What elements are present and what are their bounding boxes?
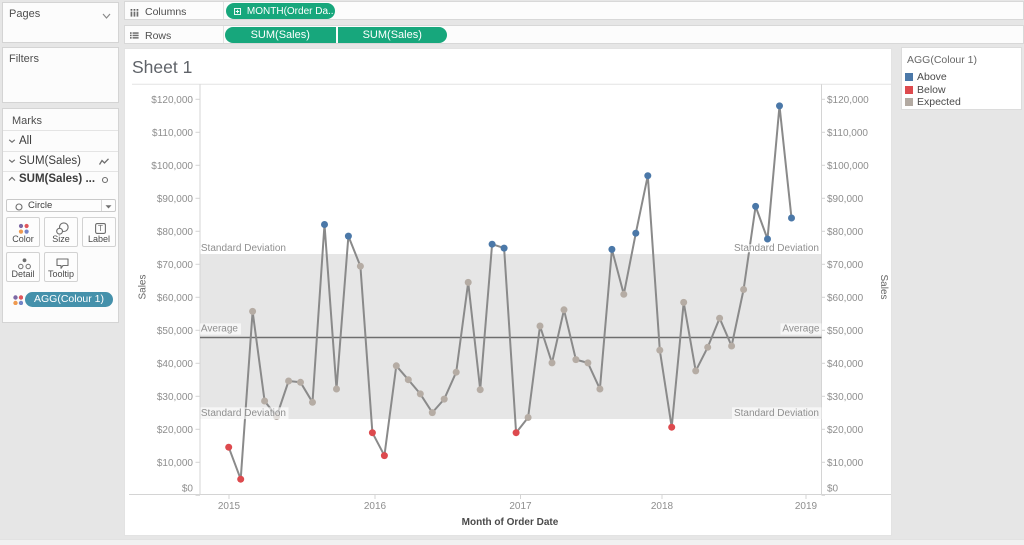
svg-text:2019: 2019: [795, 501, 818, 512]
svg-text:$0: $0: [182, 484, 194, 495]
svg-text:$70,000: $70,000: [827, 260, 864, 271]
svg-text:Standard Deviation: Standard Deviation: [201, 243, 286, 254]
svg-text:$40,000: $40,000: [157, 359, 194, 370]
svg-text:$50,000: $50,000: [157, 326, 194, 337]
svg-text:$90,000: $90,000: [827, 194, 864, 205]
svg-text:$20,000: $20,000: [157, 425, 194, 436]
svg-text:$0: $0: [827, 484, 839, 495]
svg-text:$30,000: $30,000: [157, 392, 194, 403]
svg-text:$60,000: $60,000: [157, 293, 194, 304]
svg-text:Sales: Sales: [878, 274, 889, 299]
svg-text:$50,000: $50,000: [827, 326, 864, 337]
svg-text:T: T: [98, 224, 103, 233]
svg-text:$120,000: $120,000: [151, 95, 193, 106]
svg-text:2018: 2018: [651, 501, 674, 512]
svg-text:$110,000: $110,000: [827, 128, 868, 139]
svg-text:Sales: Sales: [138, 274, 149, 299]
svg-text:Month of Order Date: Month of Order Date: [462, 517, 559, 528]
svg-text:$20,000: $20,000: [827, 425, 864, 436]
svg-text:$70,000: $70,000: [157, 260, 194, 271]
svg-text:Average: Average: [782, 324, 820, 335]
svg-text:$60,000: $60,000: [827, 293, 864, 304]
svg-text:Average: Average: [201, 324, 239, 335]
svg-text:Standard Deviation: Standard Deviation: [734, 243, 819, 254]
svg-text:Standard Deviation: Standard Deviation: [201, 408, 286, 419]
svg-text:2017: 2017: [509, 501, 532, 512]
svg-text:$100,000: $100,000: [827, 161, 869, 172]
svg-text:$80,000: $80,000: [827, 227, 864, 238]
svg-text:$10,000: $10,000: [827, 458, 864, 469]
svg-text:$90,000: $90,000: [157, 194, 194, 205]
svg-text:Standard Deviation: Standard Deviation: [734, 408, 819, 419]
svg-text:$40,000: $40,000: [827, 359, 864, 370]
svg-text:$100,000: $100,000: [151, 161, 193, 172]
svg-text:$80,000: $80,000: [157, 227, 194, 238]
svg-text:2015: 2015: [218, 501, 241, 512]
svg-text:$30,000: $30,000: [827, 392, 864, 403]
svg-text:$120,000: $120,000: [827, 95, 869, 106]
svg-text:$10,000: $10,000: [157, 458, 194, 469]
svg-text:2016: 2016: [364, 501, 387, 512]
svg-text:$110,000: $110,000: [152, 128, 193, 139]
